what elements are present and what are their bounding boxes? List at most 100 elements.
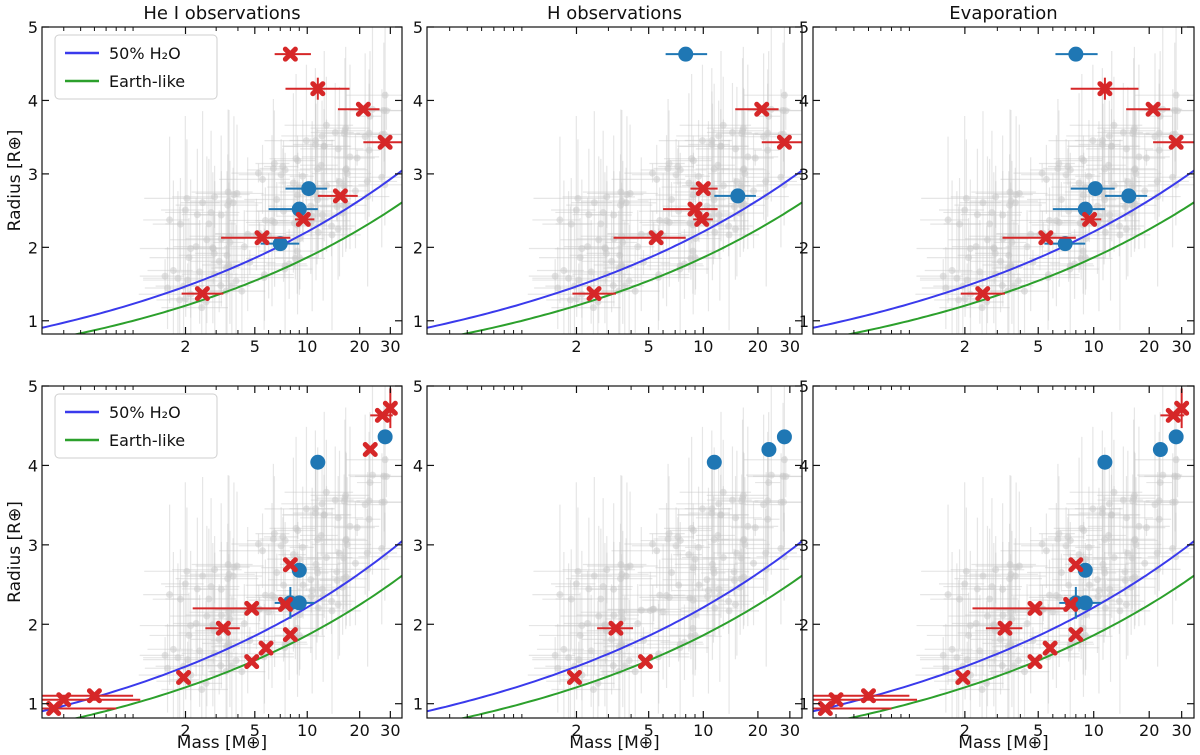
background-planet — [999, 585, 1007, 593]
background-planet — [782, 107, 790, 115]
background-planet — [731, 225, 739, 233]
background-planet — [963, 276, 971, 284]
background-planet — [342, 491, 350, 499]
background-planet — [269, 535, 277, 543]
background-planet — [1099, 505, 1107, 513]
background-planet — [602, 249, 610, 257]
background-planet — [238, 668, 246, 676]
y-tick-label: 2 — [28, 615, 38, 634]
background-planet — [328, 231, 336, 239]
background-planet — [378, 173, 386, 181]
background-planet — [299, 581, 307, 589]
background-planet — [196, 268, 204, 276]
background-planet — [1078, 524, 1086, 532]
background-planet — [714, 531, 722, 539]
detection-point — [687, 201, 703, 217]
background-planet — [1106, 585, 1114, 593]
background-planet — [578, 245, 586, 253]
background-planet — [728, 496, 736, 504]
plot-area — [813, 27, 1194, 334]
background-planet — [277, 542, 285, 550]
plot-area — [42, 27, 402, 334]
detection-point — [1068, 627, 1084, 643]
background-planet — [659, 608, 667, 616]
background-planet — [280, 581, 288, 589]
background-planet — [576, 254, 584, 262]
background-planet — [691, 555, 699, 563]
detection-point — [955, 669, 971, 685]
background-planet — [719, 488, 727, 496]
x-tick-label: 10 — [693, 721, 713, 740]
background-planet — [1008, 238, 1016, 246]
background-planet — [1054, 165, 1062, 173]
background-planet — [990, 244, 998, 252]
background-planet — [998, 662, 1006, 670]
background-planet — [551, 272, 559, 280]
background-planet — [1085, 543, 1093, 551]
background-planet — [739, 491, 747, 499]
detection-point — [282, 557, 298, 573]
background-planet — [725, 222, 733, 230]
background-planet — [1153, 177, 1161, 185]
background-planet — [363, 549, 371, 557]
background-planet — [650, 605, 658, 613]
background-planet — [965, 631, 973, 639]
background-planet — [610, 611, 618, 619]
background-planet — [199, 572, 207, 580]
x-tick-label: 5 — [1033, 721, 1043, 740]
background-planet — [626, 562, 634, 570]
background-planet — [1064, 163, 1072, 171]
background-planet — [378, 545, 386, 553]
background-planet — [777, 173, 785, 181]
detection-point — [382, 400, 398, 416]
y-tick-label: 4 — [413, 91, 423, 110]
background-planet — [688, 524, 696, 532]
earth-like-curve — [845, 574, 1194, 718]
background-planet — [1122, 600, 1130, 608]
background-planet — [585, 211, 593, 219]
detection-point — [282, 627, 298, 643]
background-planet — [719, 554, 727, 562]
background-planet — [302, 137, 310, 145]
detection-point — [282, 46, 298, 62]
axes-frame — [41, 26, 403, 335]
background-planet — [196, 647, 204, 655]
panel-title: H observations — [547, 3, 682, 24]
background-planet — [1115, 597, 1123, 605]
background-planet — [1115, 222, 1123, 230]
background-planet — [1081, 555, 1089, 563]
background-planet — [269, 165, 277, 173]
background-planet — [999, 611, 1007, 619]
background-planet — [351, 187, 359, 195]
background-planet — [665, 218, 673, 226]
background-planet — [1110, 121, 1118, 129]
background-planet — [665, 530, 673, 538]
detection-point — [277, 596, 293, 612]
background-planet — [205, 220, 213, 228]
background-planet — [740, 573, 748, 581]
background-planet — [625, 277, 633, 285]
y-tick-label: 5 — [28, 377, 38, 396]
background-planet — [999, 211, 1007, 219]
background-planet — [1105, 161, 1113, 169]
background-planet — [708, 505, 716, 513]
background-planet — [1062, 171, 1070, 179]
background-planet — [637, 230, 645, 238]
background-planet — [762, 177, 770, 185]
background-planet — [378, 498, 386, 506]
non-detection-point — [1097, 454, 1113, 470]
detection-point — [310, 81, 326, 97]
background-planet — [1095, 212, 1103, 220]
background-planet — [1014, 657, 1022, 665]
background-planet — [1011, 199, 1019, 207]
background-planet — [1156, 479, 1164, 487]
x-tick-label: 30 — [780, 337, 800, 356]
background-planet — [717, 142, 725, 150]
background-planet — [1015, 189, 1023, 197]
x-tick-label: 5 — [644, 721, 654, 740]
non-detection-point — [301, 181, 317, 197]
background-planet — [944, 216, 952, 224]
background-planet — [161, 272, 169, 280]
x-tick-label: 10 — [297, 721, 317, 740]
